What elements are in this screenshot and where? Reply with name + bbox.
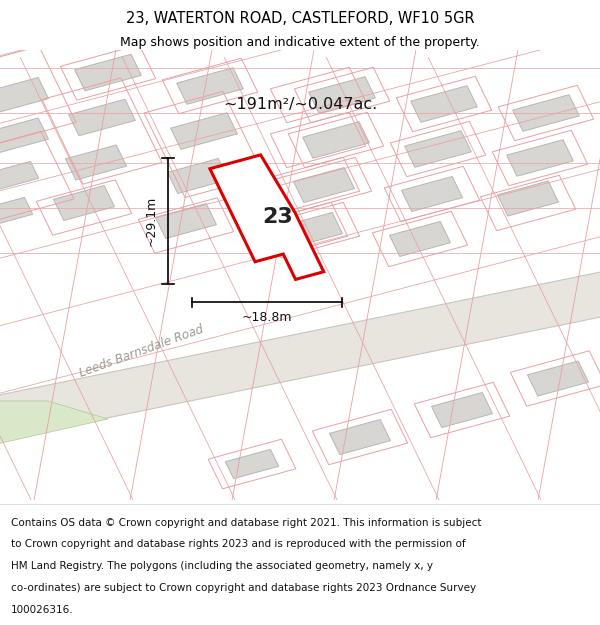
Polygon shape bbox=[308, 77, 376, 113]
Polygon shape bbox=[512, 95, 580, 131]
Polygon shape bbox=[176, 68, 244, 104]
Polygon shape bbox=[0, 161, 38, 191]
Polygon shape bbox=[226, 449, 278, 479]
Polygon shape bbox=[293, 168, 355, 202]
Polygon shape bbox=[210, 155, 324, 279]
Polygon shape bbox=[53, 186, 115, 221]
Polygon shape bbox=[506, 140, 574, 176]
Polygon shape bbox=[527, 361, 589, 396]
Polygon shape bbox=[167, 159, 229, 194]
Text: HM Land Registry. The polygons (including the associated geometry, namely x, y: HM Land Registry. The polygons (includin… bbox=[11, 561, 433, 571]
Polygon shape bbox=[65, 145, 127, 180]
Polygon shape bbox=[431, 392, 493, 428]
Text: to Crown copyright and database rights 2023 and is reproduced with the permissio: to Crown copyright and database rights 2… bbox=[11, 539, 466, 549]
Text: 23, WATERTON ROAD, CASTLEFORD, WF10 5GR: 23, WATERTON ROAD, CASTLEFORD, WF10 5GR bbox=[125, 11, 475, 26]
Text: co-ordinates) are subject to Crown copyright and database rights 2023 Ordnance S: co-ordinates) are subject to Crown copyr… bbox=[11, 583, 476, 593]
Text: ~18.8m: ~18.8m bbox=[242, 311, 292, 324]
Polygon shape bbox=[74, 54, 142, 91]
Polygon shape bbox=[497, 181, 559, 216]
Polygon shape bbox=[0, 401, 108, 446]
Polygon shape bbox=[329, 419, 391, 454]
Polygon shape bbox=[401, 176, 463, 211]
Text: Map shows position and indicative extent of the property.: Map shows position and indicative extent… bbox=[120, 36, 480, 49]
Text: ~191m²/~0.047ac.: ~191m²/~0.047ac. bbox=[223, 96, 377, 111]
Text: 23: 23 bbox=[263, 207, 293, 227]
Polygon shape bbox=[68, 99, 136, 136]
Polygon shape bbox=[404, 131, 472, 168]
Text: Leeds Barnsdale Road: Leeds Barnsdale Road bbox=[78, 323, 206, 380]
Text: Contains OS data © Crown copyright and database right 2021. This information is : Contains OS data © Crown copyright and d… bbox=[11, 518, 481, 528]
Polygon shape bbox=[170, 112, 238, 149]
Polygon shape bbox=[155, 204, 217, 239]
Polygon shape bbox=[281, 213, 343, 248]
Polygon shape bbox=[0, 78, 49, 112]
Text: 100026316.: 100026316. bbox=[11, 605, 73, 615]
Polygon shape bbox=[0, 198, 32, 227]
Polygon shape bbox=[0, 266, 600, 446]
Polygon shape bbox=[410, 86, 478, 122]
Polygon shape bbox=[302, 122, 370, 158]
Polygon shape bbox=[0, 118, 49, 153]
Polygon shape bbox=[389, 221, 451, 256]
Text: ~29.1m: ~29.1m bbox=[145, 196, 158, 246]
